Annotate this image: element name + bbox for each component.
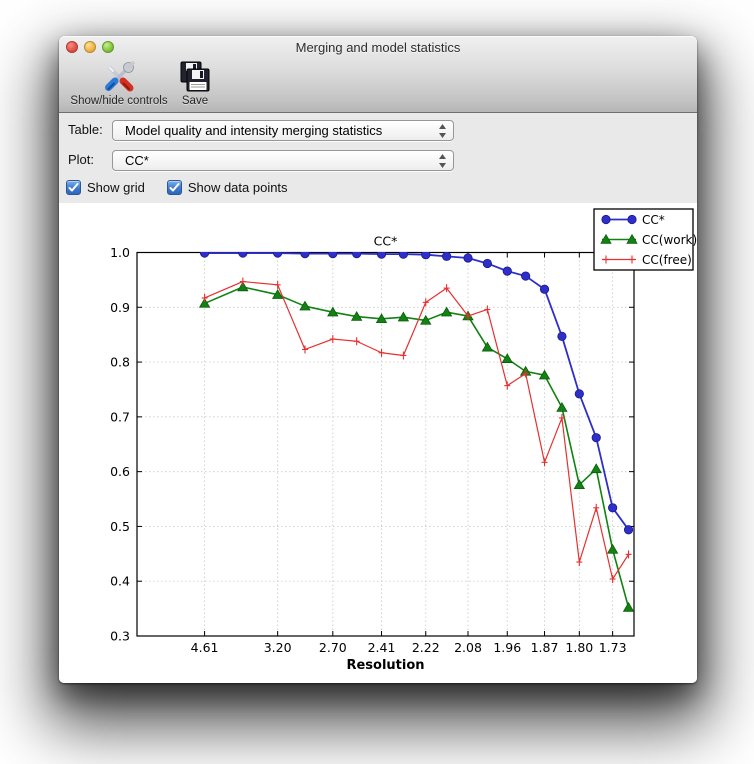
svg-text:CC*: CC* bbox=[642, 213, 665, 227]
show-grid-label: Show grid bbox=[87, 180, 145, 195]
svg-text:0.5: 0.5 bbox=[110, 519, 130, 534]
svg-text:0.9: 0.9 bbox=[110, 300, 130, 315]
app-window: Merging and model statistics bbox=[59, 36, 697, 683]
show-hide-controls-button[interactable]: Show/hide controls bbox=[67, 59, 171, 107]
svg-text:0.6: 0.6 bbox=[110, 464, 130, 479]
show-data-points-checkbox[interactable] bbox=[166, 180, 182, 195]
controls-panel: Table: Model quality and intensity mergi… bbox=[59, 114, 697, 203]
svg-text:2.22: 2.22 bbox=[412, 640, 440, 655]
svg-text:1.0: 1.0 bbox=[110, 245, 130, 260]
svg-text:1.80: 1.80 bbox=[565, 640, 593, 655]
plot-dropdown-value: CC* bbox=[125, 153, 149, 168]
chart-legend: CC* CC(work) CC(free) bbox=[593, 208, 697, 271]
svg-text:CC*: CC* bbox=[374, 234, 398, 249]
save-label: Save bbox=[181, 95, 209, 107]
svg-text:4.61: 4.61 bbox=[191, 640, 219, 655]
traffic-lights bbox=[66, 41, 114, 53]
zoom-button[interactable] bbox=[102, 41, 114, 53]
plot-dropdown[interactable]: CC* bbox=[112, 150, 454, 171]
figure-canvas: 1.0 0.9 0.8 0.7 0.6 0.5 0.4 0.3 4.61 3.20 2.70 2.41… bbox=[59, 203, 697, 683]
minimize-button[interactable] bbox=[84, 41, 96, 53]
svg-text:CC(work): CC(work) bbox=[642, 233, 697, 247]
table-dropdown-value: Model quality and intensity merging stat… bbox=[125, 123, 383, 138]
titlebar[interactable]: Merging and model statistics bbox=[59, 36, 697, 58]
svg-text:2.41: 2.41 bbox=[368, 640, 396, 655]
svg-text:0.4: 0.4 bbox=[110, 574, 130, 589]
svg-text:0.3: 0.3 bbox=[110, 629, 130, 644]
window-title: Merging and model statistics bbox=[295, 40, 461, 55]
show-grid-checkbox[interactable] bbox=[66, 180, 81, 195]
svg-text:0.8: 0.8 bbox=[110, 355, 130, 370]
chart-plot: 1.0 0.9 0.8 0.7 0.6 0.5 0.4 0.3 4.61 3.20 2.70 2.41… bbox=[110, 208, 697, 673]
svg-text:1.96: 1.96 bbox=[493, 640, 521, 655]
checkbox-row: Show grid Show data points bbox=[66, 180, 288, 195]
checkmark-icon bbox=[169, 182, 180, 191]
checkmark-icon bbox=[68, 182, 79, 191]
svg-text:CC(free): CC(free) bbox=[642, 253, 692, 267]
stepper-arrows-icon bbox=[438, 123, 447, 144]
stepper-arrows-icon bbox=[438, 153, 447, 174]
toolbar: Show/hide controls bbox=[59, 58, 697, 112]
save-button[interactable]: Save bbox=[170, 59, 220, 107]
show-data-points-label: Show data points bbox=[187, 180, 288, 195]
tools-icon bbox=[102, 59, 136, 95]
svg-text:0.7: 0.7 bbox=[110, 409, 130, 424]
svg-text:2.08: 2.08 bbox=[454, 640, 482, 655]
table-dropdown[interactable]: Model quality and intensity merging stat… bbox=[112, 120, 454, 141]
svg-text:2.70: 2.70 bbox=[319, 640, 347, 655]
show-hide-controls-label: Show/hide controls bbox=[70, 95, 168, 107]
svg-text:Resolution: Resolution bbox=[346, 658, 424, 673]
window-chrome: Merging and model statistics bbox=[59, 36, 697, 113]
table-label: Table: bbox=[68, 122, 103, 137]
close-button[interactable] bbox=[66, 41, 78, 53]
svg-text:3.20: 3.20 bbox=[264, 640, 292, 655]
svg-text:1.73: 1.73 bbox=[599, 640, 627, 655]
plot-label: Plot: bbox=[68, 152, 95, 167]
svg-text:1.87: 1.87 bbox=[531, 640, 559, 655]
floppy-icon bbox=[178, 59, 212, 95]
